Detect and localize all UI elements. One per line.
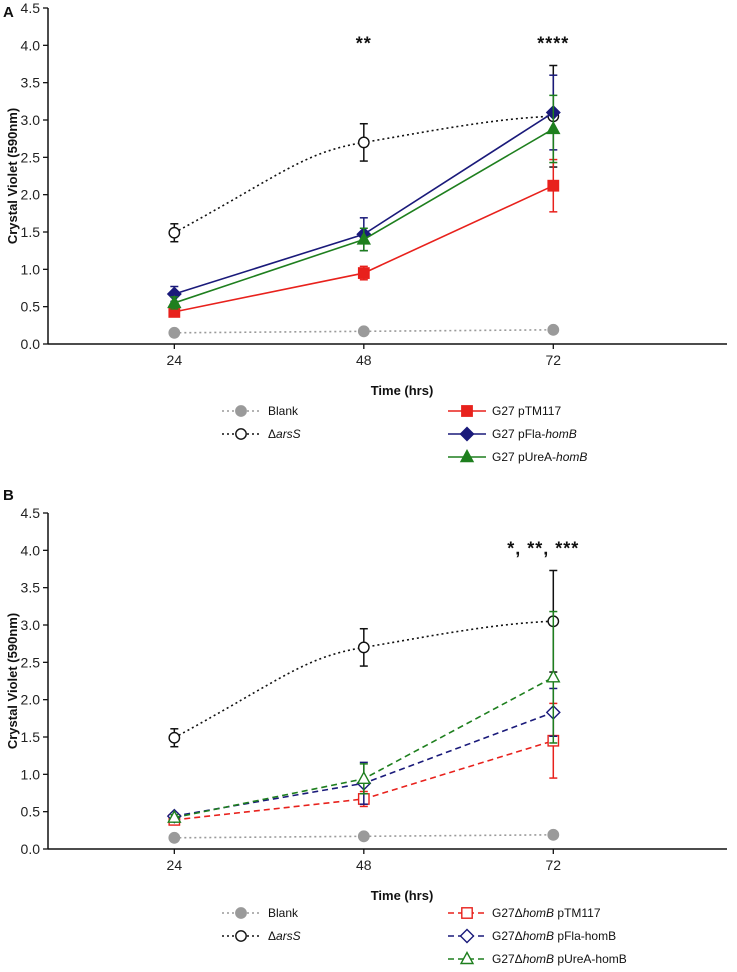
legend-marker [459, 426, 475, 442]
legend-marker [459, 928, 475, 944]
data-point [356, 231, 371, 245]
y-axis-title: Crystal Violet (590nm) [5, 613, 20, 749]
y-tick-label: 0.0 [21, 336, 41, 352]
legend-label: ΔarsS [268, 929, 301, 943]
data-point [356, 770, 371, 785]
data-point [168, 831, 181, 844]
y-tick-label: 0.5 [21, 804, 41, 820]
series-4 [167, 94, 561, 310]
y-tick-label: 4.0 [21, 542, 41, 558]
significance-label: ** [356, 34, 372, 54]
panel-a: A 0.0 0.5 1.0 1.5 2.0 2.5 3.0 3.5 4.0 4.5 24 48 72 Tim… [3, 0, 727, 464]
y-tick-label: 2.0 [21, 187, 41, 203]
series-0 [168, 828, 560, 844]
x-tick-label: 72 [546, 352, 562, 368]
y-tick-label: 3.0 [21, 617, 41, 633]
data-point [546, 669, 561, 683]
data-point [167, 809, 182, 823]
legend-label: Blank [268, 404, 299, 418]
x-tick-label: 24 [167, 352, 183, 368]
panel-label: B [3, 487, 14, 504]
data-point [167, 294, 182, 309]
x-tick-label: 72 [546, 857, 562, 873]
legend-marker [235, 428, 247, 440]
y-tick-label: 1.0 [21, 261, 41, 277]
legend: Blank ΔarsS G27ΔhomB pTM117 G27ΔhomB pFla-h… [222, 906, 627, 966]
legend-label: G27 pTM117 [492, 404, 561, 418]
legend-label: G27 pFla-homB [492, 427, 577, 441]
y-tick-label: 2.5 [21, 149, 41, 165]
legend-marker [461, 907, 473, 919]
significance-label: **** [537, 34, 569, 54]
legend: Blank ΔarsS G27 pTM117 G27 pFla-homB G27 pUr… [222, 404, 587, 464]
data-point [168, 326, 181, 339]
data-point [357, 267, 370, 279]
x-tick-label: 24 [167, 857, 183, 873]
series-1 [168, 569, 560, 748]
y-tick-label: 0.5 [21, 299, 41, 315]
legend-label: G27ΔhomB pFla-homB [492, 929, 616, 943]
y-tick-label: 0.0 [21, 841, 41, 857]
y-axis-title: Crystal Violet (590nm) [5, 108, 20, 244]
data-point [547, 323, 560, 336]
series-4 [167, 610, 561, 823]
data-point [357, 830, 370, 843]
panel-label: A [3, 4, 14, 21]
legend-label: Blank [268, 906, 299, 920]
data-point [546, 120, 561, 135]
legend-label: ΔarsS [268, 427, 301, 441]
y-tick-label: 1.5 [21, 729, 41, 745]
panel-b: B 0.0 0.5 1.0 1.5 2.0 2.5 3.0 3.5 4.0 4.5 24 48 72 Tim… [3, 487, 727, 966]
data-point [168, 226, 181, 239]
data-point [357, 325, 370, 338]
legend-label: G27ΔhomB pTM117 [492, 906, 601, 920]
y-tick-label: 2.0 [21, 692, 41, 708]
y-tick-label: 1.0 [21, 766, 41, 782]
x-axis-title: Time (hrs) [371, 888, 434, 903]
legend-label: G27ΔhomB pUreA-homB [492, 952, 627, 966]
data-point [547, 179, 560, 192]
legend-marker [235, 930, 247, 942]
legend-marker [459, 449, 475, 463]
y-tick-label: 4.0 [21, 37, 41, 53]
legend-marker [459, 951, 475, 965]
data-point [168, 731, 181, 744]
series-line [174, 834, 554, 839]
y-tick-label: 3.5 [21, 75, 41, 91]
y-tick-label: 1.5 [21, 224, 41, 240]
legend-marker [461, 405, 473, 417]
y-tick-label: 2.5 [21, 654, 41, 670]
legend-label: G27 pUreA-homB [492, 450, 587, 464]
y-tick-label: 3.5 [21, 580, 41, 596]
data-point [357, 641, 370, 654]
y-tick-label: 4.5 [21, 0, 41, 16]
series-1 [168, 64, 560, 243]
y-tick-label: 3.0 [21, 112, 41, 128]
significance-label: *, **, *** [507, 539, 579, 559]
data-point [357, 136, 370, 149]
x-axis-title: Time (hrs) [371, 383, 434, 398]
x-tick-label: 48 [356, 857, 372, 873]
legend-marker [235, 907, 247, 919]
series-line [174, 329, 554, 334]
series-0 [168, 323, 560, 339]
data-point [547, 828, 560, 841]
legend-marker [235, 405, 247, 417]
y-tick-label: 4.5 [21, 505, 41, 521]
series-3 [166, 687, 561, 824]
x-tick-label: 48 [356, 352, 372, 368]
